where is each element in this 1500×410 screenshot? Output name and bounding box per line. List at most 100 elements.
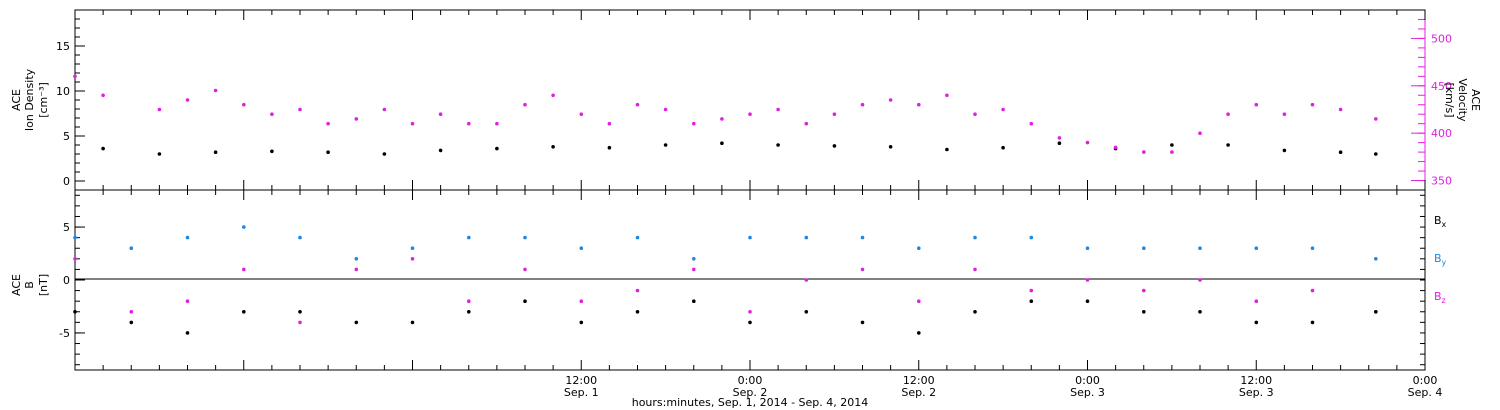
bx-point <box>860 320 865 325</box>
bx-point <box>692 299 696 304</box>
bx-point <box>467 310 471 314</box>
velocity-point <box>748 112 752 116</box>
by-point <box>298 235 302 240</box>
velocity-point <box>607 121 612 126</box>
bx-point <box>804 310 809 314</box>
velocity-point <box>945 93 949 98</box>
bz-point <box>185 299 190 304</box>
bz-point <box>635 288 640 293</box>
by-point <box>185 235 190 240</box>
x-tick-time: 0:00 <box>1075 374 1100 387</box>
by-point <box>860 235 865 240</box>
x-tick-time: 0:00 <box>738 374 763 387</box>
velocity-tick-label: 350 <box>1431 175 1452 188</box>
legend-by-sub: y <box>1442 258 1447 267</box>
density-point <box>1338 150 1343 154</box>
velocity-point <box>551 93 555 98</box>
legend-bz-main: B <box>1434 290 1442 303</box>
velocity-point <box>1057 136 1062 140</box>
density-point <box>663 143 668 147</box>
velocity-point <box>495 121 499 126</box>
bz-point <box>917 299 921 304</box>
x-tick-date: Sep. 3 <box>1070 386 1105 399</box>
velocity-point <box>1198 131 1202 135</box>
bx-point <box>917 331 921 335</box>
velocity-point <box>1170 150 1174 154</box>
density-tick-label: 15 <box>56 40 70 53</box>
velocity-point <box>888 98 893 102</box>
velocity-point <box>720 117 724 121</box>
by-point <box>579 246 584 250</box>
density-point <box>1001 145 1005 150</box>
velocity-point <box>523 102 527 107</box>
by-point <box>1254 246 1259 250</box>
velocity-point <box>185 98 190 102</box>
velocity-point <box>382 107 387 112</box>
density-point <box>438 148 443 153</box>
velocity-point <box>1374 117 1378 121</box>
density-point <box>157 152 162 156</box>
by-point <box>129 246 134 250</box>
legend-bx-sub: x <box>1442 220 1447 229</box>
bz-point <box>73 257 77 261</box>
density-axis-title-line3: [cm⁻³] <box>37 82 50 118</box>
by-point <box>467 235 471 240</box>
density-point <box>888 145 893 149</box>
velocity-tick-label: 500 <box>1431 32 1452 45</box>
bx-point <box>73 310 77 314</box>
density-point <box>776 143 780 147</box>
velocity-point <box>1226 112 1230 116</box>
bottom-panel-frame <box>74 189 1426 371</box>
legend-by: By <box>1434 252 1447 267</box>
bz-point <box>748 310 752 314</box>
legend-bx: Bx <box>1434 214 1447 229</box>
legend-bx-main: B <box>1434 214 1442 227</box>
top-panel-frame <box>74 9 1426 191</box>
bz-point <box>973 267 977 272</box>
by-point <box>1142 246 1146 250</box>
bx-point <box>748 320 752 325</box>
density-point <box>720 141 724 145</box>
velocity-point <box>973 112 977 116</box>
legend-bz-sub: z <box>1442 296 1446 305</box>
bz-point <box>467 299 471 304</box>
velocity-point <box>298 107 302 112</box>
by-point <box>973 235 977 240</box>
by-point <box>1029 235 1034 240</box>
by-point <box>804 235 809 240</box>
bx-point <box>973 310 977 314</box>
velocity-point <box>354 117 359 121</box>
bx-point <box>185 331 190 335</box>
velocity-point <box>326 121 330 126</box>
velocity-point <box>242 102 246 107</box>
b-tick-label: 0 <box>63 274 70 287</box>
x-tick-date: Sep. 1 <box>564 386 599 399</box>
velocity-point <box>438 112 443 116</box>
bx-point <box>298 310 302 314</box>
bz-point <box>354 267 359 272</box>
velocity-tick-label: 450 <box>1431 80 1452 93</box>
velocity-point <box>663 107 668 112</box>
density-point <box>1374 152 1378 156</box>
density-point <box>945 147 949 152</box>
bx-point <box>523 299 527 304</box>
bx-point <box>1029 299 1034 304</box>
bz-point <box>1085 278 1090 282</box>
by-point <box>1310 246 1315 250</box>
bz-point <box>579 299 584 304</box>
velocity-axis-title-line2: Velocity <box>1456 78 1469 122</box>
by-point <box>692 257 696 261</box>
velocity-point <box>213 88 218 93</box>
legend-by-main: B <box>1434 252 1442 265</box>
bx-point <box>1310 320 1315 325</box>
velocity-point <box>157 107 162 112</box>
velocity-point <box>1142 150 1146 154</box>
bz-point <box>692 267 696 272</box>
velocity-point <box>1310 102 1315 107</box>
x-tick-date: Sep. 4 <box>1408 386 1443 399</box>
by-point <box>73 235 77 240</box>
bz-point <box>1198 278 1202 282</box>
velocity-axis-title-line1: ACE <box>1469 89 1482 111</box>
density-point <box>213 150 218 154</box>
bx-point <box>129 320 134 325</box>
